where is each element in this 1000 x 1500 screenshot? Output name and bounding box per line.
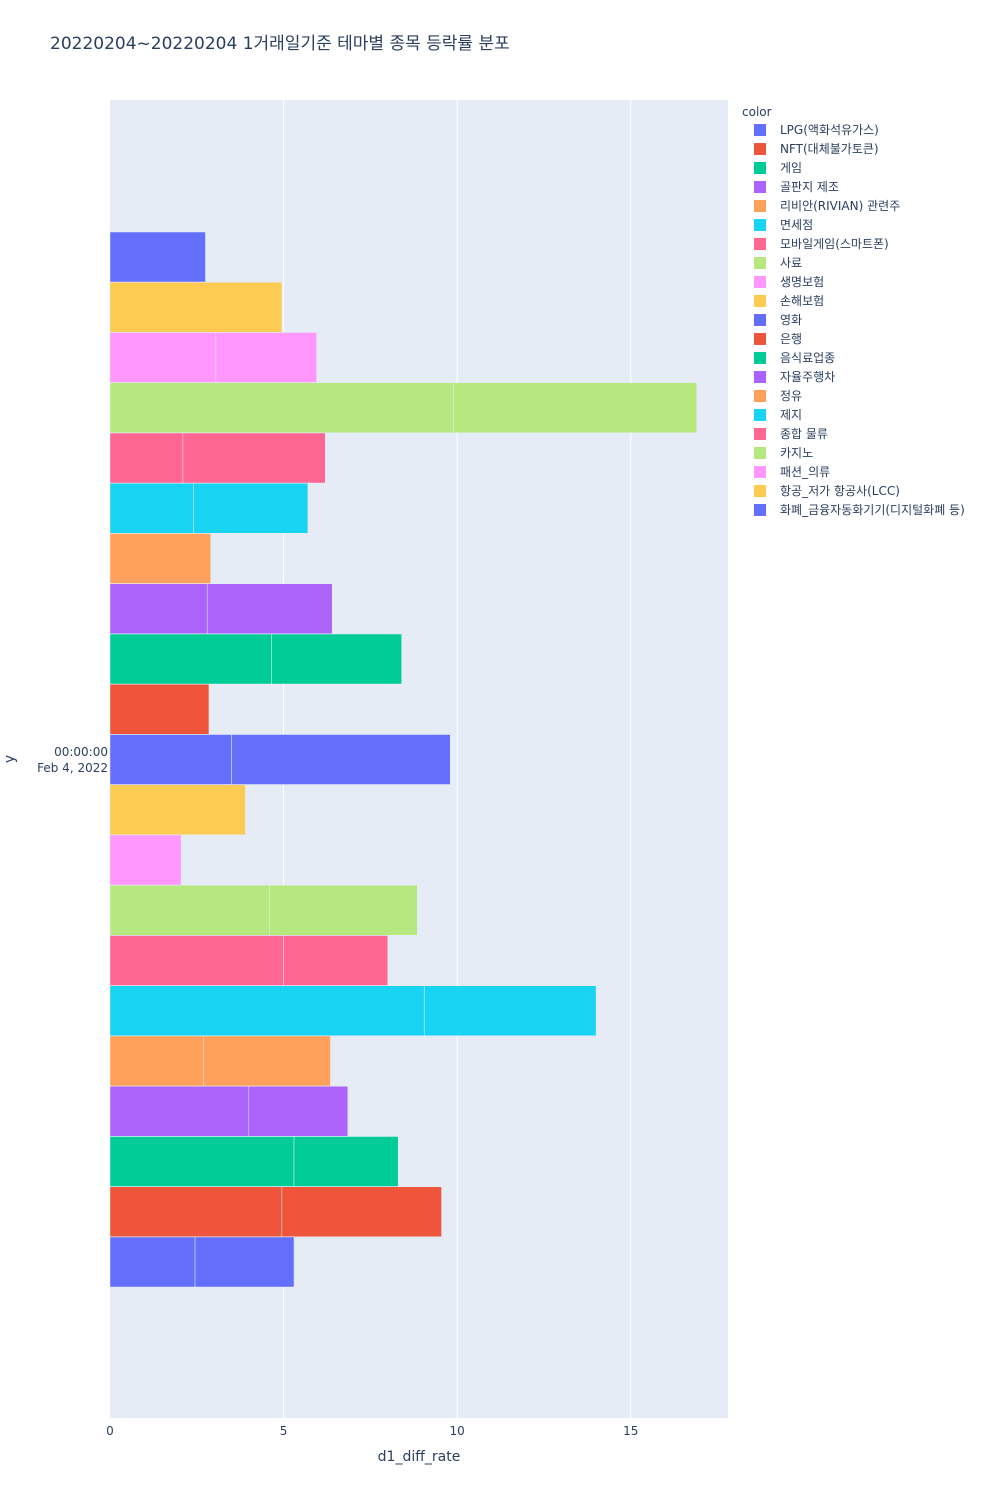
chart-title: 20220204~20220204 1거래일기준 테마별 종목 등락률 분포 <box>50 34 510 54</box>
legend-swatch[interactable] <box>754 333 766 345</box>
legend-swatch[interactable] <box>754 257 766 269</box>
bar-segment[interactable] <box>109 734 232 785</box>
bar-segment[interactable] <box>193 483 309 534</box>
x-axis-title: d1_diff_rate <box>378 1449 461 1465</box>
legend-swatch[interactable] <box>754 504 766 516</box>
legend-item-label[interactable]: 자율주행차 <box>780 369 835 384</box>
legend-swatch[interactable] <box>754 143 766 155</box>
bar-segment[interactable] <box>109 1035 204 1087</box>
bar-segment[interactable] <box>109 935 284 986</box>
bar-segment[interactable] <box>182 432 326 484</box>
legend-swatch[interactable] <box>754 181 766 193</box>
bar-segment[interactable] <box>109 483 194 534</box>
legend-swatch[interactable] <box>754 485 766 497</box>
legend-swatch[interactable] <box>754 466 766 478</box>
legend-item-label[interactable]: 생명보험 <box>780 275 824 289</box>
bar-segment[interactable] <box>109 684 210 735</box>
legend-item-label[interactable]: 카지노 <box>780 446 813 460</box>
bar-segment[interactable] <box>281 1186 442 1237</box>
bars <box>109 231 698 1288</box>
legend-item-label[interactable]: 리비안(RIVIAN) 관련주 <box>780 199 900 213</box>
bar-segment[interactable] <box>109 533 211 584</box>
bar-segment[interactable] <box>109 1136 295 1187</box>
bar-segment[interactable] <box>248 1086 349 1137</box>
legend-swatch[interactable] <box>754 295 766 307</box>
legend-swatch[interactable] <box>754 124 766 136</box>
legend-item-label[interactable]: 골판지 제조 <box>780 180 839 194</box>
bar-segment[interactable] <box>271 633 402 685</box>
legend-item-label[interactable]: 은행 <box>780 331 802 346</box>
legend-item-label[interactable]: 사료 <box>780 256 802 270</box>
bar-segment[interactable] <box>109 332 217 383</box>
legend-item-label[interactable]: 게임 <box>780 161 802 175</box>
legend-swatch[interactable] <box>754 390 766 402</box>
x-tick-label: 5 <box>280 1424 288 1438</box>
bar-segment[interactable] <box>194 1236 295 1288</box>
bar-segment[interactable] <box>109 633 272 685</box>
bar-segment[interactable] <box>453 382 698 433</box>
legend-swatch[interactable] <box>754 276 766 288</box>
bar-segment[interactable] <box>215 332 317 383</box>
x-tick-label: 0 <box>106 1424 114 1438</box>
legend-swatch[interactable] <box>754 371 766 383</box>
bar-segment[interactable] <box>269 885 418 936</box>
x-tick-label: 10 <box>450 1424 465 1438</box>
legend-item-label[interactable]: 음식료업종 <box>780 351 835 365</box>
bar-segment[interactable] <box>109 583 208 634</box>
bar-segment[interactable] <box>423 985 597 1036</box>
legend-swatch[interactable] <box>754 409 766 421</box>
legend-swatch[interactable] <box>754 200 766 212</box>
legend-item-label[interactable]: 면세점 <box>780 218 813 232</box>
legend-swatch[interactable] <box>754 162 766 174</box>
legend-item-label[interactable]: 제지 <box>780 408 802 422</box>
legend-item-label[interactable]: NFT(대체불가토큰) <box>780 142 879 156</box>
bar-segment[interactable] <box>231 734 451 785</box>
legend-swatch[interactable] <box>754 352 766 364</box>
legend-item-label[interactable]: 정유 <box>780 389 802 403</box>
y-tick-label-time: 00:00:00 <box>54 745 108 759</box>
legend-item-label[interactable]: 종합 물류 <box>780 427 828 441</box>
y-axis-title: y <box>2 755 18 763</box>
bar-segment[interactable] <box>109 432 184 484</box>
bar-segment[interactable] <box>109 834 182 886</box>
y-tick-label-date: Feb 4, 2022 <box>37 761 108 775</box>
bar-segment[interactable] <box>109 885 270 936</box>
bar-segment[interactable] <box>293 1136 399 1187</box>
legend-swatch[interactable] <box>754 447 766 459</box>
legend-item-label[interactable]: 화폐_금융자동화기기(디지털화폐 등) <box>780 503 965 517</box>
x-ticks: 0 5 10 15 <box>106 1424 638 1438</box>
bar-segment[interactable] <box>109 985 425 1036</box>
bar-segment[interactable] <box>109 282 283 333</box>
legend-item-label[interactable]: 모바일게임(스마트폰) <box>780 237 889 251</box>
legend-swatch[interactable] <box>754 219 766 231</box>
bar-segment[interactable] <box>203 1035 331 1087</box>
bar-segment[interactable] <box>206 583 333 634</box>
legend-item-label[interactable]: 패션_의류 <box>780 465 830 479</box>
bar-segment[interactable] <box>109 382 454 433</box>
legend-item-label[interactable]: 손해보험 <box>780 294 824 308</box>
legend-title: color <box>742 105 772 119</box>
legend-item-label[interactable]: 영화 <box>780 313 802 327</box>
bar-segment[interactable] <box>283 935 389 986</box>
bar-segment[interactable] <box>109 1236 196 1288</box>
legend-item-label[interactable]: 항공_저가 항공사(LCC) <box>780 484 900 498</box>
bar-segment[interactable] <box>109 1086 250 1137</box>
legend-swatch[interactable] <box>754 314 766 326</box>
x-tick-label: 15 <box>623 1424 638 1438</box>
legend-swatch[interactable] <box>754 428 766 440</box>
bar-segment[interactable] <box>109 784 246 835</box>
legend-swatch[interactable] <box>754 238 766 250</box>
bar-segment[interactable] <box>109 1186 283 1237</box>
legend-item-label[interactable]: LPG(액화석유가스) <box>780 123 879 137</box>
bar-segment[interactable] <box>109 231 206 283</box>
